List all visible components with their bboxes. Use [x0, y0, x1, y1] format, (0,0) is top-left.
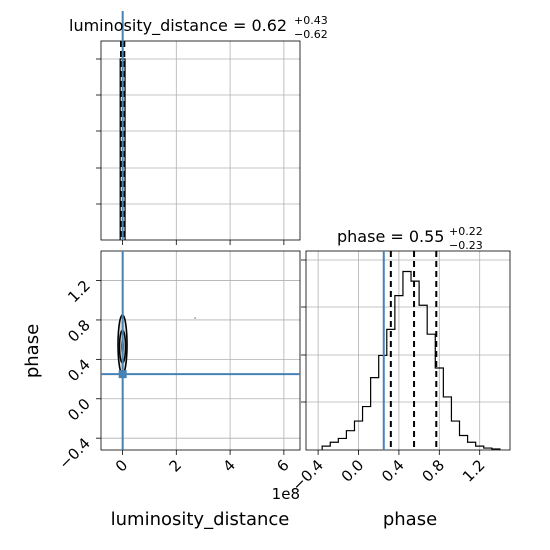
truth-marker: [118, 370, 127, 379]
panel-frame: [100, 40, 301, 241]
xlabel-luminosity-distance: luminosity_distance: [111, 509, 290, 530]
title-luminosity-distance: luminosity_distance = 0.62: [69, 16, 287, 36]
x-offset-label: 1e8: [272, 485, 300, 503]
title-phase-sub: −0.23: [449, 239, 483, 252]
tick-label-x-1: 0.0: [338, 456, 368, 486]
histogram-luminosity-distance: [96, 11, 301, 245]
tick-label-x-0: 0: [112, 456, 131, 475]
panel-frame: [100, 250, 301, 451]
tick-label-y-4: 1.2: [64, 277, 94, 307]
tick-label-x-3: 0.8: [419, 456, 449, 486]
panel-frame: [305, 250, 511, 451]
tick-label-x-2: 4: [219, 456, 238, 475]
title-phase: phase = 0.55: [337, 227, 444, 246]
histogram-phase: −0.4 0.0 0.4 0.8 1.2: [288, 250, 511, 495]
histogram-step: [321, 270, 501, 450]
xlabel-phase: phase: [383, 509, 437, 530]
ylabel-phase: phase: [22, 324, 43, 378]
title-phase-sup: +0.22: [449, 225, 483, 238]
scatter-point-outlier: [194, 316, 197, 319]
tick-label-y-3: 0.8: [64, 316, 94, 346]
tick-label-y-2: 0.4: [64, 355, 94, 385]
tick-label-y-0: −0.4: [55, 434, 93, 472]
tick-label-x-3: 6: [273, 456, 292, 475]
tick-label-y-1: 0.0: [64, 395, 94, 425]
title-luminosity-distance-sub: −0.62: [294, 28, 328, 41]
title-luminosity-distance-sup: +0.43: [294, 14, 328, 27]
tick-label-x-4: 1.2: [459, 456, 489, 486]
tick-label-x-1: 2: [166, 456, 185, 475]
scatter-luminosity-distance-vs-phase: 0 2 4 6 −0.4 0.0 0.4 0.8 1.2: [55, 250, 301, 476]
tick-label-x-2: 0.4: [378, 456, 408, 486]
